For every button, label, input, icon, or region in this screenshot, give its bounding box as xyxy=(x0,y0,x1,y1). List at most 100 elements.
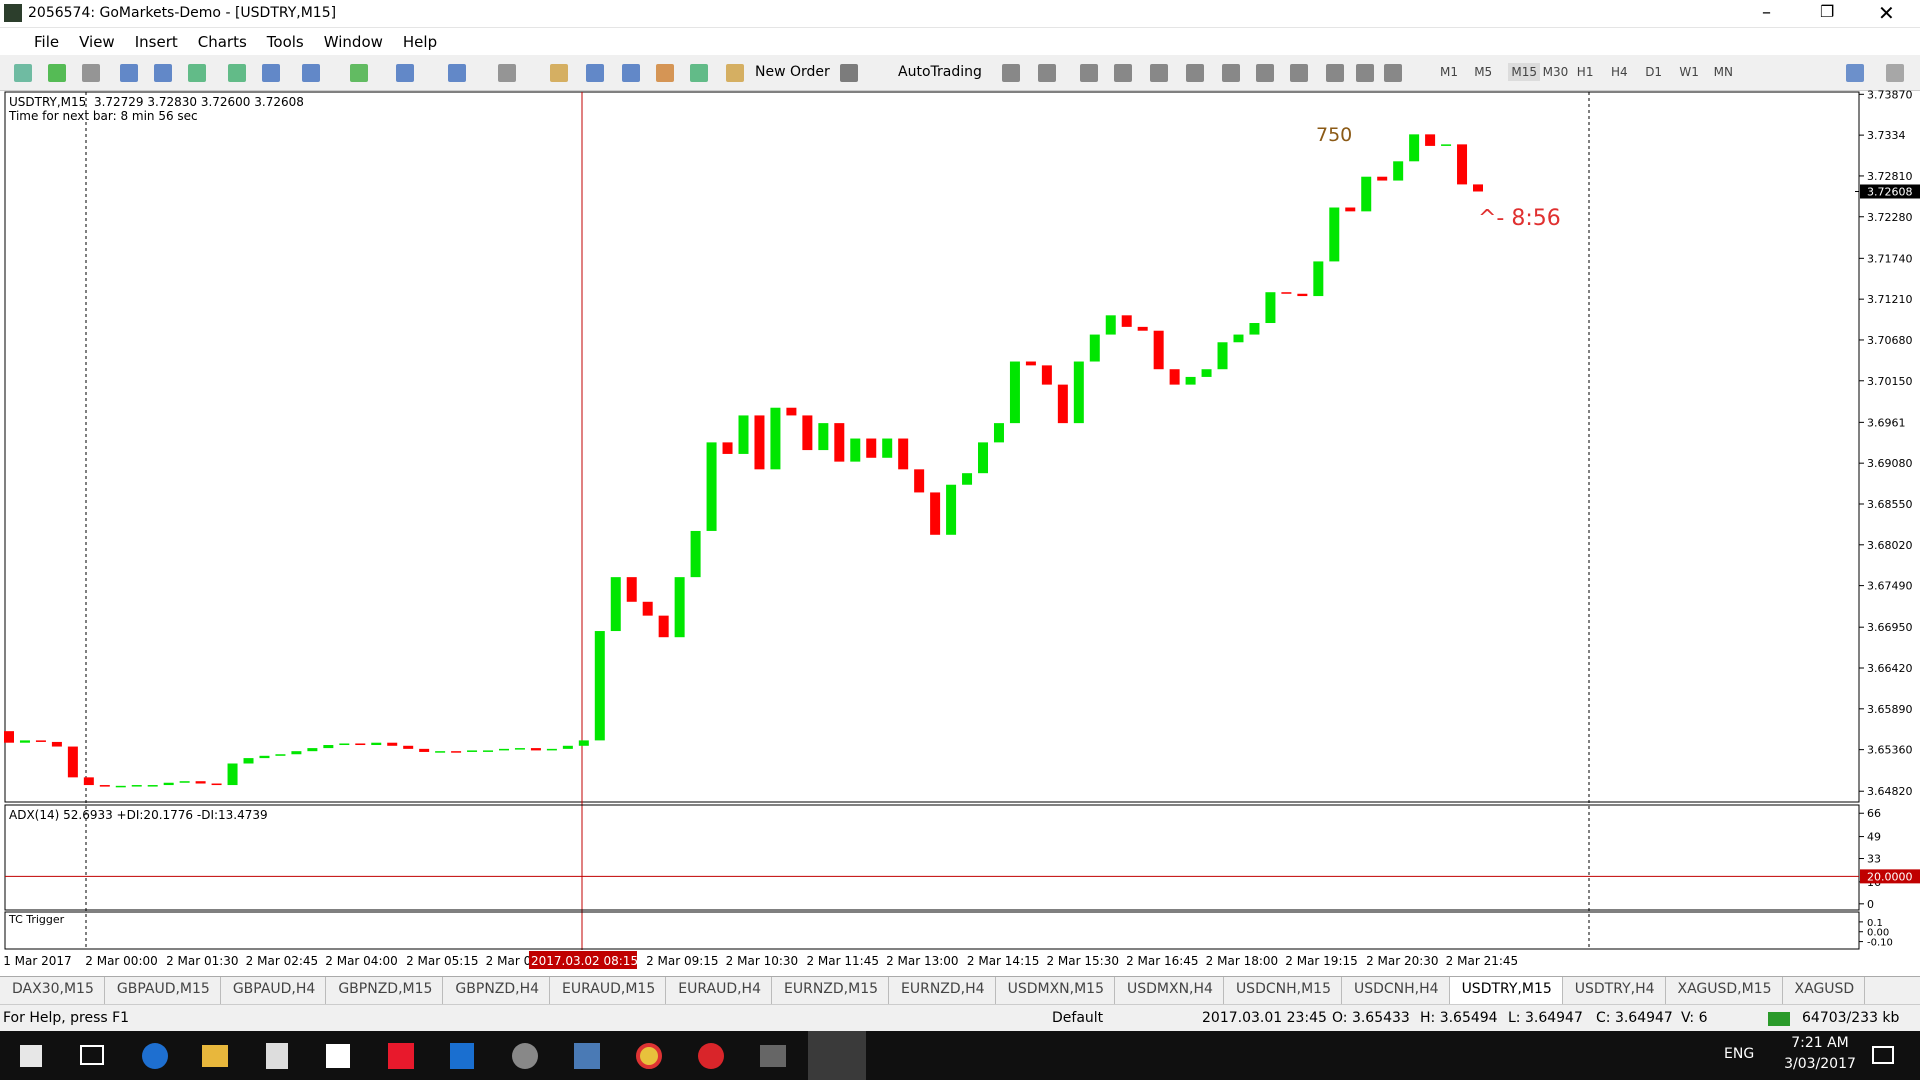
store-icon[interactable] xyxy=(326,1044,350,1068)
camera-icon[interactable] xyxy=(760,1045,786,1067)
app-icon-4[interactable] xyxy=(698,1043,724,1069)
candle-body xyxy=(930,492,941,535)
toolbar-icon[interactable] xyxy=(1186,64,1204,82)
menu-bar: File View Insert Charts Tools Window Help xyxy=(0,28,1920,55)
chart-tab[interactable]: EURNZD,M15 xyxy=(772,977,890,1004)
edge-icon[interactable] xyxy=(142,1043,168,1069)
toolbar-icon[interactable] xyxy=(656,64,674,82)
timeframe-button[interactable]: H4 xyxy=(1611,65,1628,79)
toolbar-icon[interactable] xyxy=(188,64,206,82)
toolbar-icon[interactable] xyxy=(48,64,66,82)
toolbar-icon[interactable] xyxy=(1886,64,1904,82)
timeframe-button[interactable]: M1 xyxy=(1440,65,1458,79)
shield-icon[interactable] xyxy=(450,1043,474,1069)
chart-tab[interactable]: XAGUSD,M15 xyxy=(1666,977,1783,1004)
timeframe-button[interactable]: H1 xyxy=(1576,65,1594,79)
timeframe-button[interactable]: W1 xyxy=(1679,65,1699,79)
chart-tab[interactable]: EURNZD,H4 xyxy=(889,977,996,1004)
toolbar-icon[interactable] xyxy=(1150,64,1168,82)
toolbar-icon[interactable] xyxy=(82,64,100,82)
auto-trading[interactable]: AutoTrading xyxy=(898,64,982,80)
chart-tab[interactable]: USDCNH,H4 xyxy=(1342,977,1450,1004)
traffic-icon xyxy=(1768,1012,1790,1026)
toolbar-icon[interactable] xyxy=(1846,64,1864,82)
chart-tab[interactable]: GBPAUD,M15 xyxy=(105,977,221,1004)
toolbar-icon[interactable] xyxy=(1080,64,1098,82)
menu-item[interactable]: Help xyxy=(402,32,438,51)
toolbar-icon[interactable] xyxy=(228,64,246,82)
toolbar-icon[interactable] xyxy=(1222,64,1240,82)
toolbar-icon[interactable] xyxy=(120,64,138,82)
menu-item[interactable]: Tools xyxy=(266,32,304,51)
timeframe-button[interactable]: M15 xyxy=(1508,63,1541,81)
menu-item[interactable]: File xyxy=(34,32,60,51)
chart-tab[interactable]: USDMXN,H4 xyxy=(1115,977,1224,1004)
candle-body xyxy=(562,745,573,749)
k-icon[interactable] xyxy=(388,1043,414,1069)
toolbar-icon[interactable] xyxy=(154,64,172,82)
toolbar-icon[interactable] xyxy=(622,64,640,82)
timeframe-button[interactable]: D1 xyxy=(1645,65,1663,79)
toolbar-icon[interactable] xyxy=(1002,64,1020,82)
menu-item[interactable]: Charts xyxy=(197,32,247,51)
toolbar-icon[interactable] xyxy=(586,64,604,82)
timeframe-button[interactable]: M5 xyxy=(1474,65,1493,79)
candle-body xyxy=(1121,315,1132,327)
toolbar-icon[interactable] xyxy=(690,64,708,82)
chart-tab[interactable]: USDCNH,M15 xyxy=(1224,977,1342,1004)
toolbar-icon[interactable] xyxy=(1256,64,1274,82)
menu-item[interactable]: Insert xyxy=(134,32,178,51)
toolbar-icon[interactable] xyxy=(840,64,858,82)
notifications[interactable] xyxy=(1872,1046,1894,1064)
timeframe-button[interactable]: M30 xyxy=(1542,65,1569,79)
chart-tab[interactable]: GBPNZD,H4 xyxy=(443,977,551,1004)
toolbar-icon[interactable] xyxy=(1038,64,1056,82)
status-low: L: 3.64947 xyxy=(1508,1010,1583,1026)
toolbar-icon[interactable] xyxy=(396,64,414,82)
toolbar-icon[interactable] xyxy=(1114,64,1132,82)
calculator-icon[interactable] xyxy=(266,1043,288,1069)
candle-body xyxy=(435,751,446,753)
app-icon-2[interactable] xyxy=(512,1043,538,1069)
new-order[interactable]: New Order xyxy=(755,64,830,80)
toolbar-icon[interactable] xyxy=(726,64,744,82)
toolbar-icon[interactable] xyxy=(1326,64,1344,82)
chart-tab[interactable]: USDMXN,M15 xyxy=(996,977,1115,1004)
mt4-taskbar-active[interactable] xyxy=(808,1031,866,1080)
toolbar-icon[interactable] xyxy=(550,64,568,82)
toolbar-icon[interactable] xyxy=(262,64,280,82)
toolbar-icon[interactable] xyxy=(1384,64,1402,82)
menu-item[interactable]: View xyxy=(79,32,115,51)
chart-tab[interactable]: GBPAUD,H4 xyxy=(221,977,327,1004)
chart-tab[interactable]: USDTRY,M15 xyxy=(1449,977,1563,1004)
candle-body xyxy=(642,601,653,616)
x-tick-label: 2 Mar 18:00 xyxy=(1206,954,1279,968)
toolbar-icon[interactable] xyxy=(498,64,516,82)
explorer-icon[interactable] xyxy=(202,1045,228,1067)
task-view[interactable] xyxy=(80,1045,104,1065)
start-button[interactable] xyxy=(20,1045,42,1067)
toolbar-icon[interactable] xyxy=(350,64,368,82)
restore[interactable]: ❐ xyxy=(1820,2,1835,21)
menu-item[interactable]: Window xyxy=(323,32,383,51)
y-tick-label: 3.66950 xyxy=(1867,621,1913,634)
chart-tab[interactable]: EURAUD,H4 xyxy=(666,977,772,1004)
clock-time: 7:21 AM xyxy=(1791,1035,1849,1051)
toolbar-icon[interactable] xyxy=(1290,64,1308,82)
chart-tab[interactable]: DAX30,M15 xyxy=(0,977,105,1004)
chart-tab[interactable]: XAGUSD xyxy=(1783,977,1866,1004)
timeframe-button[interactable]: MN xyxy=(1713,65,1733,79)
toolbar-icon[interactable] xyxy=(448,64,466,82)
toolbar-icon[interactable] xyxy=(302,64,320,82)
toolbar-icon[interactable] xyxy=(14,64,32,82)
toolbar-icon[interactable] xyxy=(1356,64,1374,82)
y-tick-label: -0.10 xyxy=(1867,938,1893,949)
chart-tab[interactable]: GBPNZD,M15 xyxy=(326,977,444,1004)
close[interactable]: ✕ xyxy=(1878,1,1895,25)
minimize[interactable]: – xyxy=(1762,2,1771,23)
chart-tab[interactable]: EURAUD,M15 xyxy=(550,977,667,1004)
candle-body xyxy=(802,415,813,451)
chart-tab[interactable]: USDTRY,H4 xyxy=(1563,977,1666,1004)
chrome-icon[interactable] xyxy=(636,1043,662,1069)
app-icon-3[interactable] xyxy=(574,1043,600,1069)
